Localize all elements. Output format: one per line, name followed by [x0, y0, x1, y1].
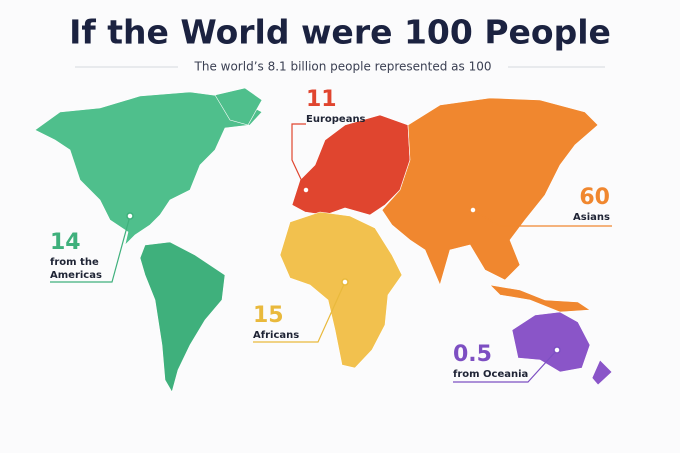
leader-line [453, 349, 558, 383]
region-label: Asians [573, 212, 610, 223]
south-america [139, 241, 226, 393]
region-label: from the [50, 257, 99, 268]
leader-line [50, 215, 131, 283]
region-value: 0.5 [453, 342, 492, 367]
region-label: Africans [253, 330, 299, 341]
greenland [214, 87, 263, 126]
leader-dot [126, 212, 134, 220]
asia [381, 97, 599, 286]
region-label: from Oceania [453, 369, 528, 380]
oceania [511, 311, 591, 373]
region-value: 60 [579, 185, 610, 210]
leader-dot [341, 278, 349, 286]
callouts: 14 from the Americas 11 Europeans 60 Asians 15 A… [50, 87, 612, 383]
leader-line [253, 281, 346, 343]
se-asia [489, 284, 591, 313]
leader-dot [553, 346, 561, 354]
leader-dot [302, 186, 310, 194]
region-value: 11 [306, 87, 337, 112]
new-zealand [591, 359, 613, 386]
region-value: 15 [253, 303, 284, 328]
region-label: Americas [50, 270, 102, 281]
leader-line [291, 123, 307, 191]
region-label: Europeans [306, 114, 366, 125]
title: If the World were 100 People [69, 13, 611, 52]
region-value: 14 [50, 230, 81, 255]
leader-dot [469, 206, 477, 214]
leader-line [472, 209, 612, 227]
subtitle: The world’s 8.1 billion people represent… [194, 60, 492, 74]
north-america [34, 91, 263, 246]
